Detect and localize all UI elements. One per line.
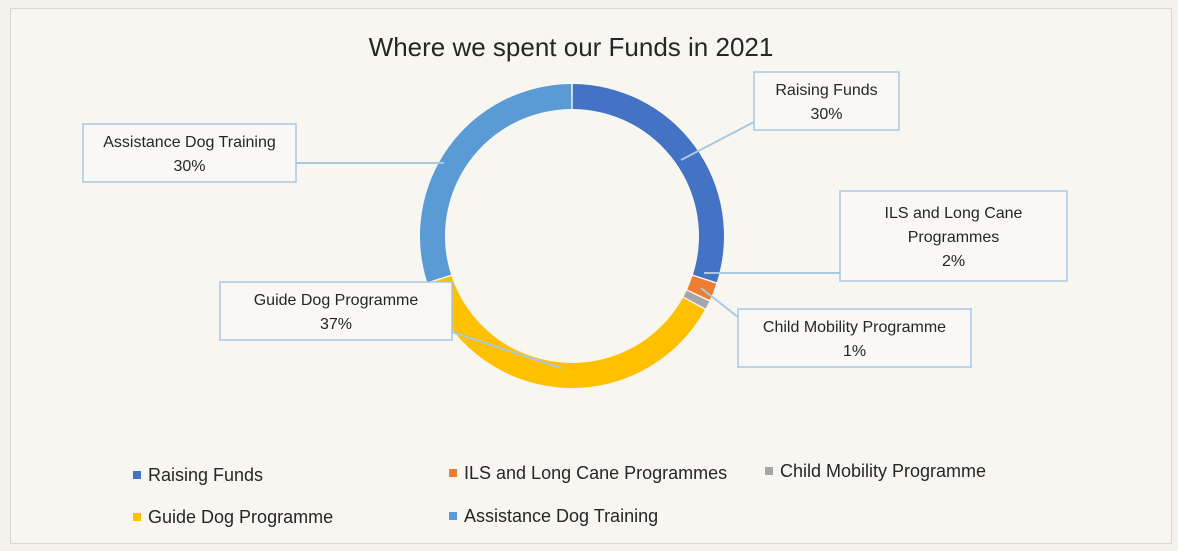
data-label-percent: 1% [843, 343, 866, 360]
data-label-percent: 30% [173, 158, 205, 175]
legend-item-ils-and-long-cane-programmes: ILS and Long Cane Programmes [449, 463, 727, 483]
legend-label: ILS and Long Cane Programmes [464, 463, 727, 483]
callout-raising-funds: Raising Funds 30% [680, 71, 900, 161]
callout-child-mobility-programme: Child Mobility Programme 1% [700, 287, 972, 368]
legend-item-raising-funds: Raising Funds [133, 465, 263, 485]
leader-line [680, 121, 755, 161]
legend-group: Raising Funds ILS and Long Cane Programme… [133, 461, 986, 527]
callout-box [737, 308, 972, 368]
data-label-name: Raising Funds [775, 82, 877, 99]
callouts-group: Raising Funds 30% ILS and Long Cane Program… [82, 71, 1068, 369]
legend-item-child-mobility-programme: Child Mobility Programme [765, 461, 986, 481]
legend-swatch [449, 469, 457, 477]
legend-swatch [133, 513, 141, 521]
callout-box [82, 123, 297, 183]
data-label-name: Programmes [908, 229, 1000, 246]
data-label-name: Guide Dog Programme [254, 292, 419, 309]
data-label-percent: 2% [942, 253, 965, 270]
legend-swatch [765, 467, 773, 475]
legend-label: Assistance Dog Training [464, 506, 658, 526]
data-label-name: ILS and Long Cane [885, 205, 1023, 222]
data-label-percent: 30% [810, 106, 842, 123]
chart-title: Where we spent our Funds in 2021 [369, 32, 774, 62]
legend-swatch [133, 471, 141, 479]
callout-box [839, 190, 1068, 282]
callout-box [219, 281, 453, 341]
callout-guide-dog-programme: Guide Dog Programme 37% [219, 281, 562, 369]
data-label-name: Assistance Dog Training [103, 134, 276, 151]
callout-ils-and-long-cane-programmes: ILS and Long Cane Programmes 2% [704, 190, 1068, 282]
legend-label: Child Mobility Programme [780, 461, 986, 481]
slice-guide-dog-programme [427, 275, 705, 388]
slice-assistance-dog-training [420, 84, 572, 283]
slices-group [420, 84, 725, 388]
legend-item-assistance-dog-training: Assistance Dog Training [449, 506, 658, 526]
data-label-name: Child Mobility Programme [763, 319, 946, 336]
slice-raising-funds [572, 84, 725, 283]
slice-child-mobility-programme [683, 290, 710, 309]
legend-swatch [449, 512, 457, 520]
leader-line [451, 331, 562, 369]
legend-label: Guide Dog Programme [148, 507, 333, 527]
legend-item-guide-dog-programme: Guide Dog Programme [133, 507, 333, 527]
data-label-percent: 37% [320, 316, 352, 333]
legend-label: Raising Funds [148, 465, 263, 485]
callout-assistance-dog-training: Assistance Dog Training 30% [82, 123, 444, 183]
callout-box [753, 71, 900, 131]
leader-line [700, 287, 739, 318]
chart-frame: Where we spent our Funds in 2021 Raising… [10, 8, 1172, 544]
doughnut-chart: Where we spent our Funds in 2021 Raising… [82, 32, 1068, 527]
